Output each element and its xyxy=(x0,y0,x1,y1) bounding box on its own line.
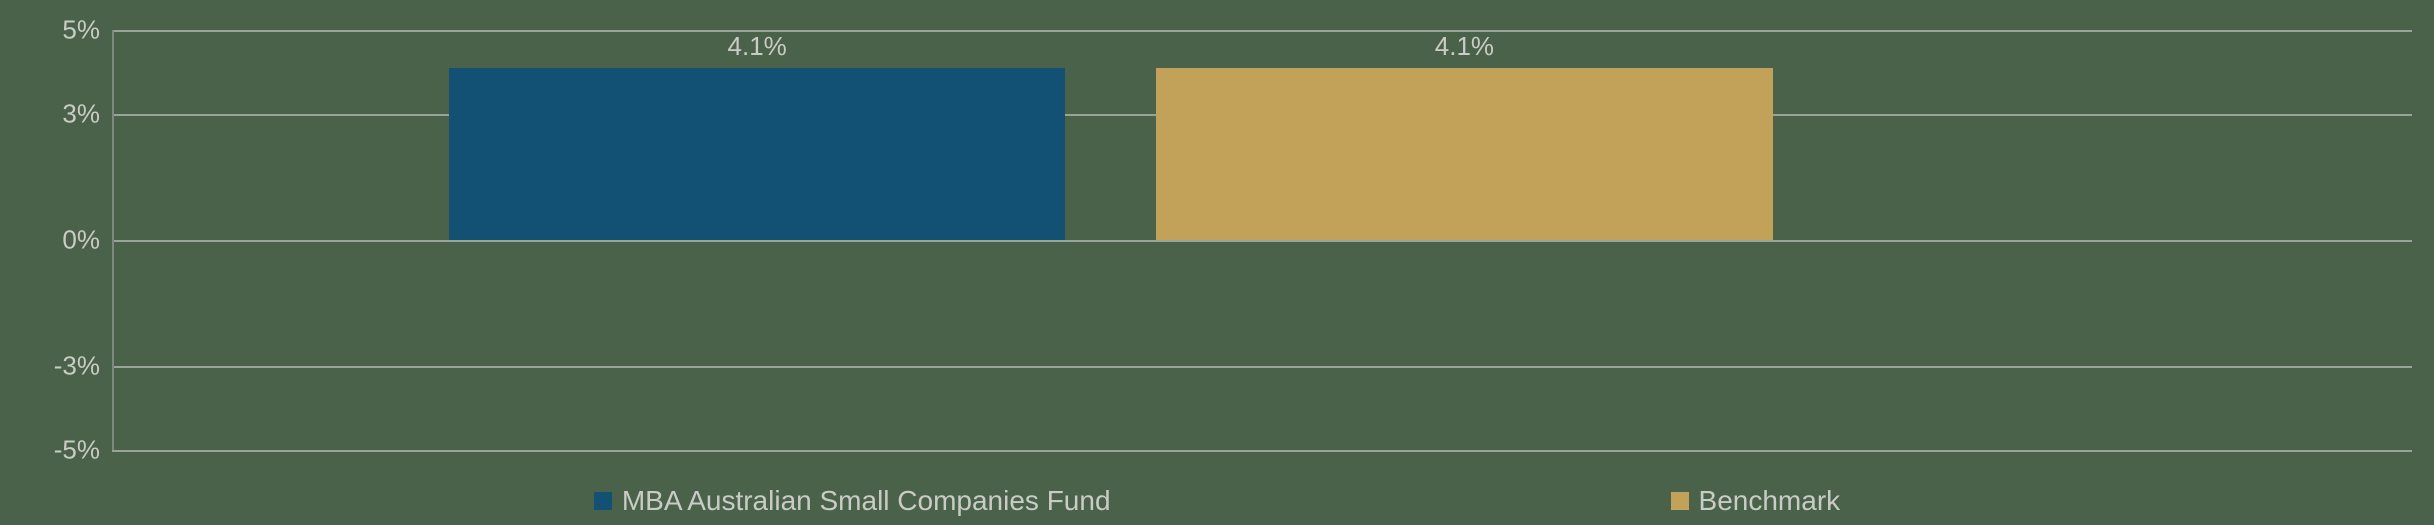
plot-area: 5%3%0%-3%-5%4.1%4.1% xyxy=(112,30,2412,450)
legend: MBA Australian Small Companies Fund Bench… xyxy=(0,485,2434,517)
y-tick-label: -3% xyxy=(54,351,100,382)
y-tick-label: 3% xyxy=(62,99,100,130)
y-tick-label: -5% xyxy=(54,435,100,466)
legend-swatch-icon xyxy=(594,492,612,510)
legend-label: Benchmark xyxy=(1699,485,1841,517)
legend-label: MBA Australian Small Companies Fund xyxy=(622,485,1111,517)
legend-swatch-icon xyxy=(1671,492,1689,510)
performance-bar-chart: 5% 3% 0% -3% -5% 4.1% 4.1% MBA Australian Small… xyxy=(0,0,2434,525)
y-axis-line xyxy=(112,30,114,450)
y-tick-label: 5% xyxy=(62,15,100,46)
bar-value-label: 4.1% xyxy=(728,31,787,62)
gridline xyxy=(112,240,2412,242)
gridline xyxy=(112,366,2412,368)
bar-fund xyxy=(449,68,1065,240)
gridline xyxy=(112,450,2412,452)
bar-benchmark xyxy=(1156,68,1772,240)
bar-value-label: 4.1% xyxy=(1435,31,1494,62)
legend-item: Benchmark xyxy=(1671,485,1841,517)
legend-item: MBA Australian Small Companies Fund xyxy=(594,485,1111,517)
y-tick-label: 0% xyxy=(62,225,100,256)
gridline xyxy=(112,30,2412,32)
